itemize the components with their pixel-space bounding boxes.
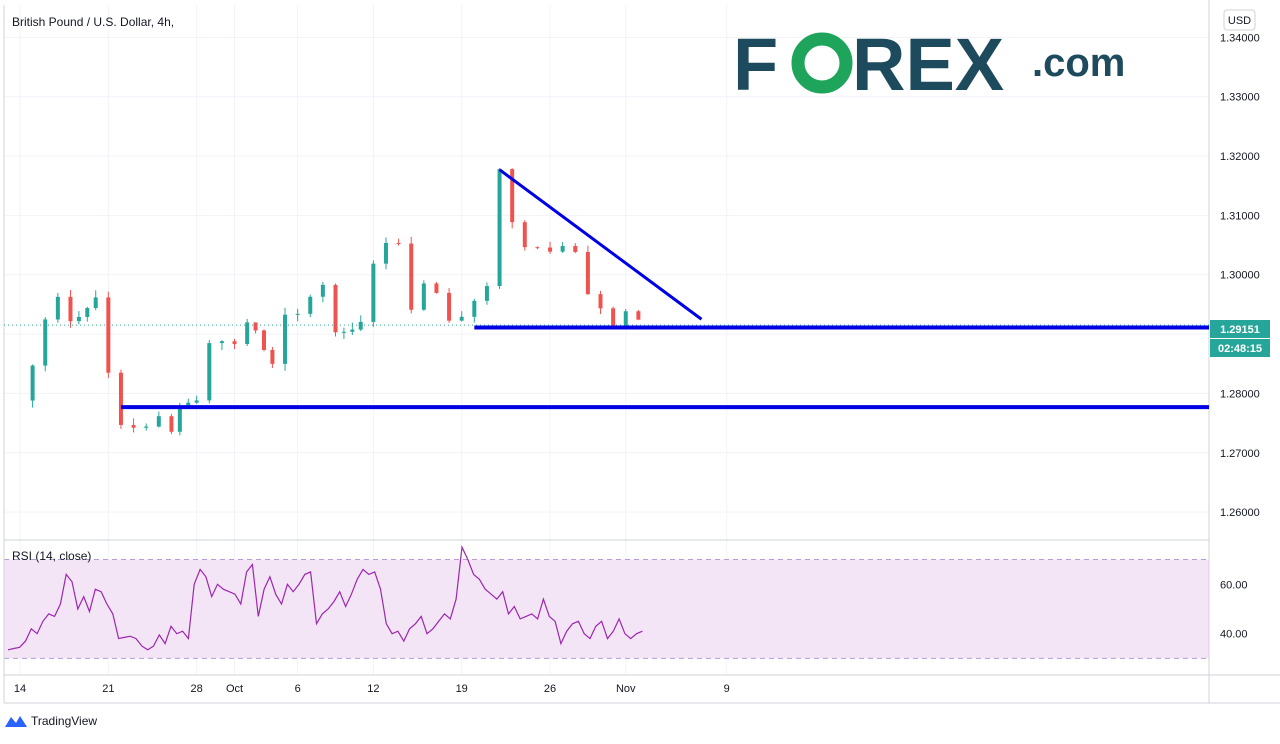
rsi-line (7, 545, 643, 651)
candle-body (333, 284, 338, 333)
candle-body (156, 416, 161, 427)
candle-body (261, 330, 266, 350)
tradingview-label: TradingView (31, 714, 97, 728)
logo-letters-rex: REX (852, 23, 1004, 106)
currency-badge-bg[interactable] (1223, 9, 1256, 31)
candle-body (396, 242, 401, 244)
candle-body (484, 286, 489, 301)
candle-body (207, 343, 212, 401)
candle-body (598, 294, 603, 309)
candle-body (194, 400, 199, 403)
candle-body (118, 372, 123, 425)
time-axis-label: 14 (14, 683, 26, 695)
price-axis-label: 1.34000 (1220, 32, 1260, 44)
price-axis-label: 1.28000 (1220, 388, 1260, 400)
candle-body (55, 296, 60, 320)
countdown-tag-bg (1210, 339, 1270, 357)
price-axis-label: 1.27000 (1220, 448, 1260, 460)
candle-body (232, 341, 237, 344)
price-axis-label: 1.31000 (1220, 210, 1260, 222)
candle-body (421, 283, 426, 310)
candle-body (85, 308, 90, 317)
logo-letter-f: F (733, 23, 778, 106)
candle-body (76, 316, 81, 322)
time-axis-label: 9 (724, 683, 730, 695)
candle-body (623, 311, 628, 326)
drawings-group[interactable] (120, 168, 1209, 410)
last-price-tag: 1.29151 (1220, 324, 1260, 336)
forex-logo: F REX .com (733, 23, 1125, 106)
candle-body (548, 247, 553, 252)
last-price-tag-bg (1210, 320, 1270, 338)
candle-body (253, 322, 258, 331)
logo-dotcom: .com (1032, 41, 1125, 85)
candle-body (144, 426, 149, 428)
time-axis-label: Nov (616, 683, 636, 695)
price-axis-label: 1.26000 (1220, 507, 1260, 519)
time-axis-label: 19 (456, 683, 468, 695)
candle-body (434, 283, 439, 293)
candle-body (371, 263, 376, 322)
candle-body (510, 169, 515, 223)
candle-body (68, 296, 73, 322)
candle-body (341, 331, 346, 333)
tradingview-icon (5, 716, 27, 727)
candle-body (270, 349, 275, 364)
time-axis-label: 6 (295, 683, 301, 695)
rsi-band (4, 559, 1209, 659)
time-axis[interactable]: 14 21 28 Oct 6 12 19 26 Nov 9 (14, 683, 730, 695)
price-axis-label: 1.30000 (1220, 270, 1260, 282)
candle-body (636, 311, 641, 320)
candle-body (447, 292, 452, 321)
chart-title: British Pound / U.S. Dollar, 4h, (12, 15, 174, 29)
candle-body (409, 243, 414, 310)
candle-body (245, 322, 250, 344)
logo-o-ring (791, 32, 853, 94)
candle-body (131, 424, 136, 428)
candle-body (106, 297, 111, 373)
currency-badge[interactable]: USD (1228, 15, 1251, 27)
time-axis-label: Oct (226, 683, 243, 695)
candle-body (497, 169, 502, 287)
tradingview-logo[interactable]: TradingView (5, 714, 97, 728)
candle-body (93, 297, 98, 309)
rsi-title: RSI (14, close) (12, 549, 91, 563)
time-axis-label: 21 (102, 683, 114, 695)
rsi-axis[interactable]: 60.00 40.00 (1220, 579, 1248, 640)
candle-body (30, 365, 35, 401)
candle-body (573, 245, 578, 252)
candle-body (320, 284, 325, 297)
countdown-tag: 02:48:15 (1218, 343, 1262, 355)
candle-body (522, 222, 527, 248)
candle-body (295, 313, 300, 315)
candle-body (535, 247, 540, 249)
candles-group (30, 168, 641, 436)
candle-body (611, 308, 616, 326)
candle-body (383, 242, 388, 264)
candle-body (283, 314, 288, 364)
time-axis-label: 26 (544, 683, 556, 695)
candle-body (560, 245, 565, 252)
candle-body (350, 329, 355, 332)
candle-body (169, 416, 174, 432)
candle-body (358, 321, 363, 330)
rsi-axis-label: 60.00 (1220, 579, 1248, 591)
candle-body (459, 316, 464, 321)
candle-body (585, 251, 590, 295)
price-axis-label: 1.32000 (1220, 151, 1260, 163)
candle-body (177, 408, 182, 432)
time-axis-label: 28 (191, 683, 203, 695)
time-axis-label: 12 (367, 683, 379, 695)
trend-line[interactable] (498, 168, 703, 321)
rsi-axis-label: 40.00 (1220, 629, 1248, 641)
candle-body (43, 319, 48, 366)
candle-body (308, 296, 313, 314)
price-axis-label: 1.33000 (1220, 92, 1260, 104)
candle-body (219, 341, 224, 344)
candle-body (472, 300, 477, 317)
